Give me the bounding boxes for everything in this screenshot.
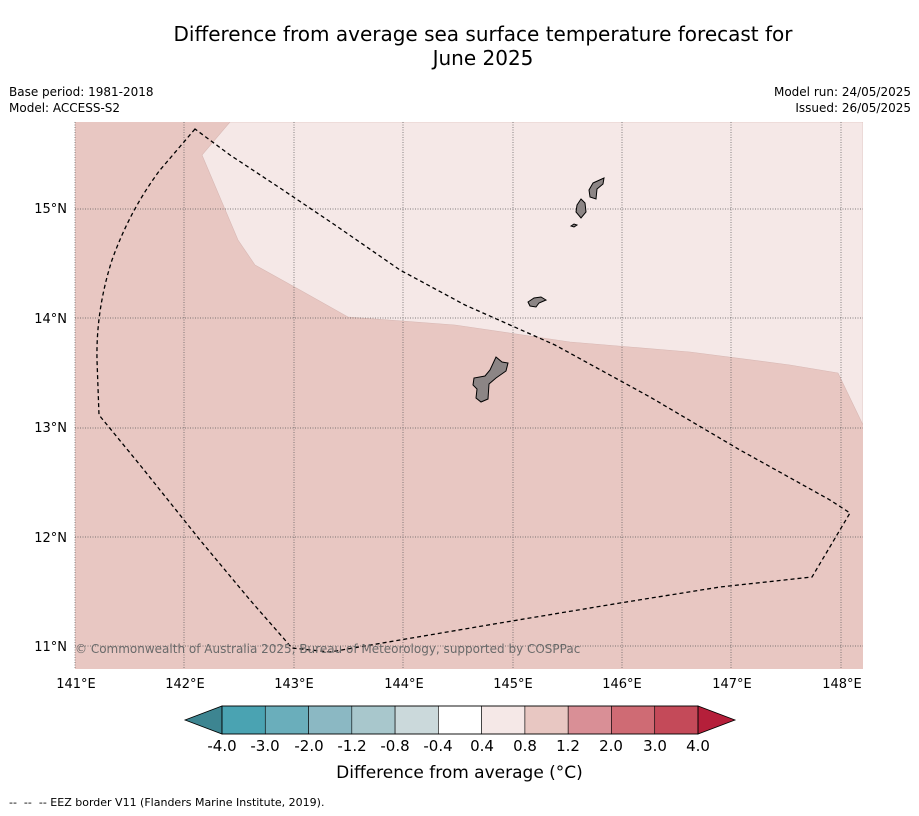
title-line-1: Difference from average sea surface temp… [173, 22, 793, 46]
cb-tick-label: -2.0 [294, 737, 323, 755]
cb-tick-label: 4.0 [686, 737, 710, 755]
colorbar-frame [221, 705, 699, 735]
colorbar-segment [611, 705, 656, 735]
colorbar-segments [221, 705, 699, 735]
colorbar-segment [351, 705, 396, 735]
model-name: Model: ACCESS-S2 [9, 101, 121, 115]
map-figure: © Commonwealth of Australia 2025, Bureau… [34, 122, 863, 755]
colorbar-segment [438, 705, 482, 735]
base-period: Base period: 1981-2018 [9, 85, 154, 99]
colorbar-over-arrow [697, 705, 737, 735]
cb-tick-label: 2.0 [599, 737, 623, 755]
colorbar-segment [654, 705, 699, 735]
title-line-2: June 2025 [432, 46, 534, 70]
lat-label-14n: 14°N [34, 312, 67, 327]
lat-label-13n: 13°N [34, 421, 67, 436]
copyright-text: © Commonwealth of Australia 2025, Bureau… [75, 642, 580, 656]
island-tinian [575, 198, 587, 219]
colorbar-segment [567, 705, 612, 735]
colorbar-segment [264, 705, 309, 735]
cb-tick-label: -0.4 [423, 737, 452, 755]
meta-right: Model run: 24/05/2025 Issued: 26/05/2025 [774, 84, 911, 116]
cb-tick-label: -0.8 [380, 737, 409, 755]
model-run: Model run: 24/05/2025 [773, 85, 911, 99]
map-title: Difference from average sea surface temp… [0, 22, 919, 70]
landmass-islands [472, 177, 605, 403]
cb-tick-label: 0.8 [513, 737, 537, 755]
lon-label-144e: 144°E [384, 677, 424, 692]
lon-labels: 141°E 142°E 143°E 144°E 145°E 146°E 147°… [56, 677, 862, 692]
cb-tick-label: 0.4 [470, 737, 494, 755]
colorbar-segment [394, 705, 439, 735]
eez-border [96, 128, 851, 653]
island-saipan [588, 177, 605, 200]
anomaly-region-low [201, 122, 863, 426]
meta-left: Base period: 1981-2018 Model: ACCESS-S2 [9, 84, 154, 116]
lon-label-146e: 146°E [602, 677, 642, 692]
colorbar: -4.0 -3.0 -2.0 -1.2 -0.8 -0.4 0.4 0.8 1.… [183, 705, 737, 755]
colorbar-ticks: -4.0 -3.0 -2.0 -1.2 -0.8 -0.4 0.4 0.8 1.… [207, 737, 710, 755]
lon-label-147e: 147°E [712, 677, 752, 692]
lat-labels: 15°N 14°N 13°N 12°N 11°N [34, 202, 67, 655]
island-rota [527, 296, 548, 308]
colorbar-under-arrow [183, 705, 223, 735]
colorbar-segment [221, 705, 266, 735]
cb-tick-label: 3.0 [643, 737, 667, 755]
cb-tick-label: 1.2 [556, 737, 580, 755]
cb-tick-label: -4.0 [207, 737, 236, 755]
lat-label-12n: 12°N [34, 531, 67, 546]
lon-label-143e: 143°E [274, 677, 314, 692]
eez-footnote: -- -- -- EEZ border V11 (Flanders Marine… [9, 796, 325, 809]
island-aguijan [569, 223, 579, 228]
colorbar-segment [524, 705, 569, 735]
island-guam [472, 356, 509, 403]
colorbar-title: Difference from average (°C) [336, 763, 583, 783]
cb-tick-label: -3.0 [250, 737, 279, 755]
lon-label-142e: 142°E [165, 677, 205, 692]
anomaly-field [75, 122, 863, 669]
colorbar-segment [308, 705, 353, 735]
lat-label-11n: 11°N [34, 640, 67, 655]
lat-label-15n: 15°N [34, 202, 67, 217]
cb-tick-label: -1.2 [337, 737, 366, 755]
colorbar-segment [481, 705, 526, 735]
graticule [74, 122, 863, 669]
issued-date: Issued: 26/05/2025 [795, 101, 911, 115]
lon-label-141e: 141°E [56, 677, 96, 692]
lon-label-148e: 148°E [822, 677, 862, 692]
lon-label-145e: 145°E [493, 677, 533, 692]
